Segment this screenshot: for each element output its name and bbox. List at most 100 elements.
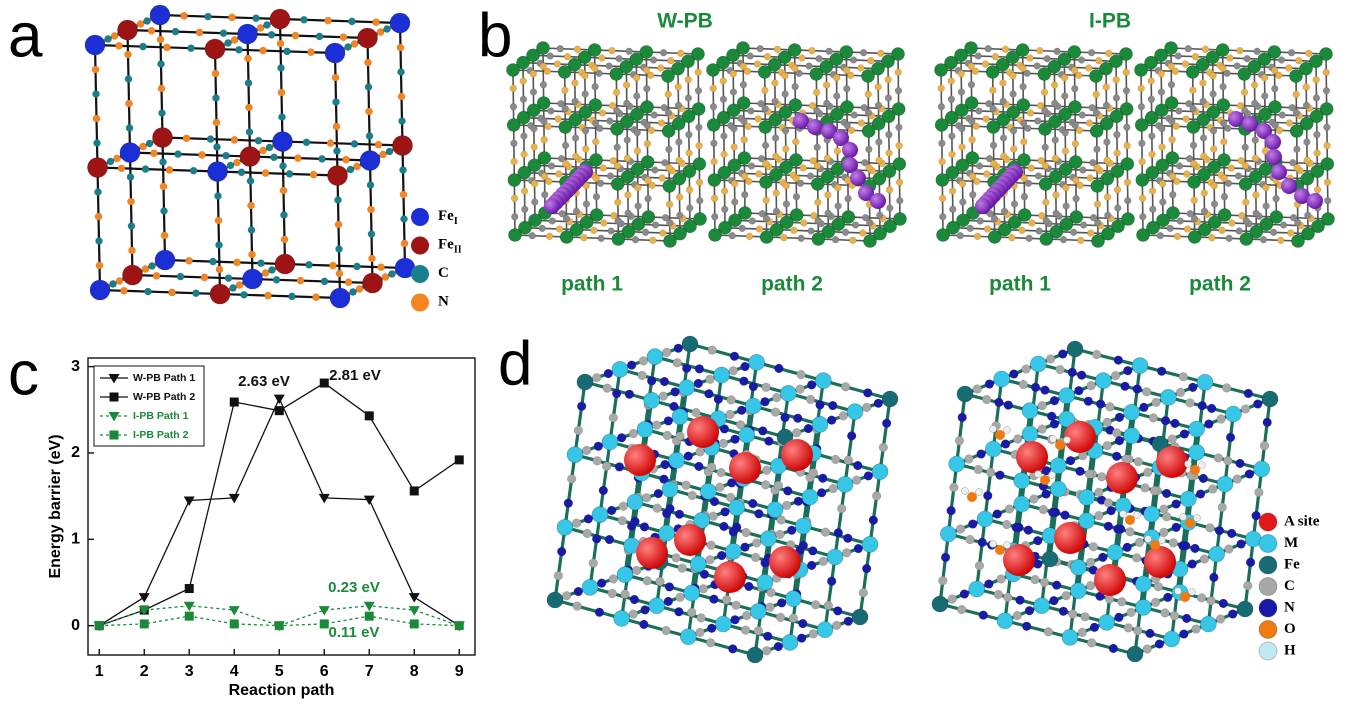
atom [273, 276, 280, 283]
atom [968, 81, 975, 88]
node-atom [1187, 121, 1200, 134]
atom [774, 46, 781, 53]
atom [1115, 413, 1124, 422]
water-h [962, 488, 969, 495]
atom [1087, 175, 1094, 182]
atom [614, 162, 621, 169]
atom [214, 192, 221, 199]
atom [1324, 179, 1331, 186]
atom [781, 72, 788, 79]
atom [556, 226, 563, 233]
atom [581, 72, 588, 79]
atom [664, 597, 673, 606]
atom [1104, 194, 1111, 201]
node-atom [617, 567, 633, 583]
atom [978, 538, 987, 547]
node-atom [1050, 458, 1066, 474]
atom [1114, 186, 1121, 193]
node-atom [325, 43, 345, 63]
atom [120, 287, 127, 294]
atom [833, 74, 840, 81]
atom [835, 203, 842, 210]
atom [1127, 608, 1136, 617]
atom [1228, 165, 1235, 172]
atom [621, 590, 630, 599]
atom [1188, 560, 1197, 569]
node-atom [810, 68, 823, 81]
node-atom [749, 354, 765, 370]
atom [1009, 370, 1018, 379]
atom [675, 139, 682, 146]
atom [1081, 612, 1090, 621]
bond [743, 48, 898, 54]
bond [543, 48, 698, 54]
a-site [1156, 446, 1188, 478]
atom [1207, 404, 1216, 413]
atom [686, 205, 693, 212]
node-atom [862, 70, 875, 83]
node-atom [508, 174, 521, 187]
atom [127, 173, 134, 180]
atom [1192, 625, 1201, 634]
atom [1059, 607, 1068, 616]
atom [113, 155, 120, 162]
node-atom [690, 556, 706, 572]
atom [365, 83, 372, 90]
node-atom [1062, 629, 1078, 645]
node-atom [270, 9, 290, 29]
atom [168, 289, 175, 296]
atom [1235, 173, 1242, 180]
atom [1184, 226, 1191, 233]
atom [303, 139, 310, 146]
atom [843, 85, 850, 92]
node-atom [644, 392, 660, 408]
atom [673, 358, 682, 367]
atom [644, 177, 651, 184]
legend-swatch [411, 265, 429, 283]
atom [762, 646, 771, 655]
legend-text: Fe [438, 237, 454, 253]
atom [1323, 69, 1330, 76]
atom [1013, 611, 1022, 620]
atom [994, 398, 1003, 407]
node-atom [330, 288, 350, 308]
atom [771, 80, 778, 87]
molecule-atom [807, 119, 823, 135]
node-atom [1240, 233, 1253, 246]
atom [190, 167, 197, 174]
atom [1126, 527, 1135, 536]
atom [716, 483, 725, 492]
atom [580, 234, 587, 241]
atom [582, 446, 591, 455]
node-atom [1225, 406, 1241, 422]
atom [1092, 350, 1101, 359]
atom [1169, 173, 1176, 180]
atom [720, 96, 727, 103]
atom [876, 212, 883, 219]
atom [774, 642, 783, 651]
atom [572, 135, 579, 142]
atom [678, 564, 687, 573]
atom [853, 461, 862, 470]
node-atom [1090, 125, 1103, 138]
atom [749, 382, 758, 391]
bond [725, 228, 880, 234]
panel-letter: b [478, 1, 512, 70]
atom [762, 160, 769, 167]
atom [213, 119, 220, 126]
node-atom [1039, 178, 1052, 191]
water-o [995, 430, 1005, 440]
atom [976, 163, 983, 170]
atom [1039, 505, 1048, 514]
atom [247, 177, 254, 184]
atom [1162, 512, 1171, 521]
atom [158, 85, 165, 92]
atom [644, 122, 651, 129]
atom [1171, 419, 1180, 428]
bond [525, 228, 680, 234]
atom [633, 93, 640, 100]
atom [772, 98, 779, 105]
bond [1161, 55, 1316, 61]
atom [212, 94, 219, 101]
atom [104, 35, 111, 42]
